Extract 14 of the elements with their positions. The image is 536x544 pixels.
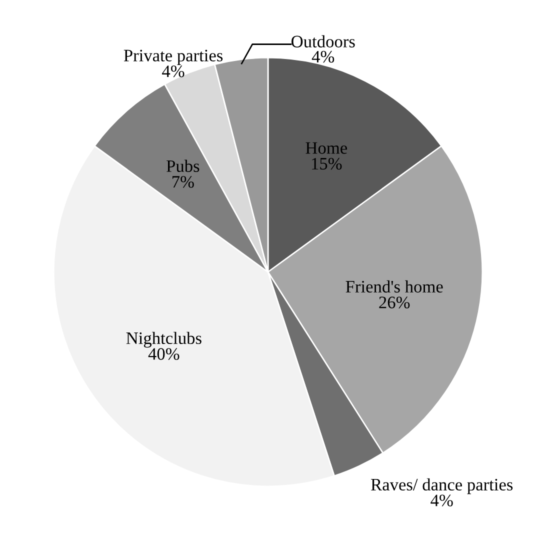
- slice-label: Pubs: [166, 160, 200, 172]
- data-label: 4%: [312, 50, 334, 63]
- slice-label: Raves/ dance parties: [371, 478, 513, 494]
- data-label: 26%: [379, 296, 410, 308]
- slice-label: Friend's home: [346, 280, 443, 293]
- slice-label: Home: [306, 142, 348, 154]
- slice-label: Outdoors: [292, 35, 355, 48]
- data-label: 40%: [148, 348, 180, 360]
- slice-label: Nightclubs: [126, 332, 202, 348]
- data-label: 7%: [172, 176, 194, 188]
- data-label: 15%: [312, 158, 342, 170]
- data-label: 4%: [162, 65, 184, 78]
- slice-label: Private parties: [124, 50, 223, 65]
- data-label: 4%: [430, 494, 453, 506]
